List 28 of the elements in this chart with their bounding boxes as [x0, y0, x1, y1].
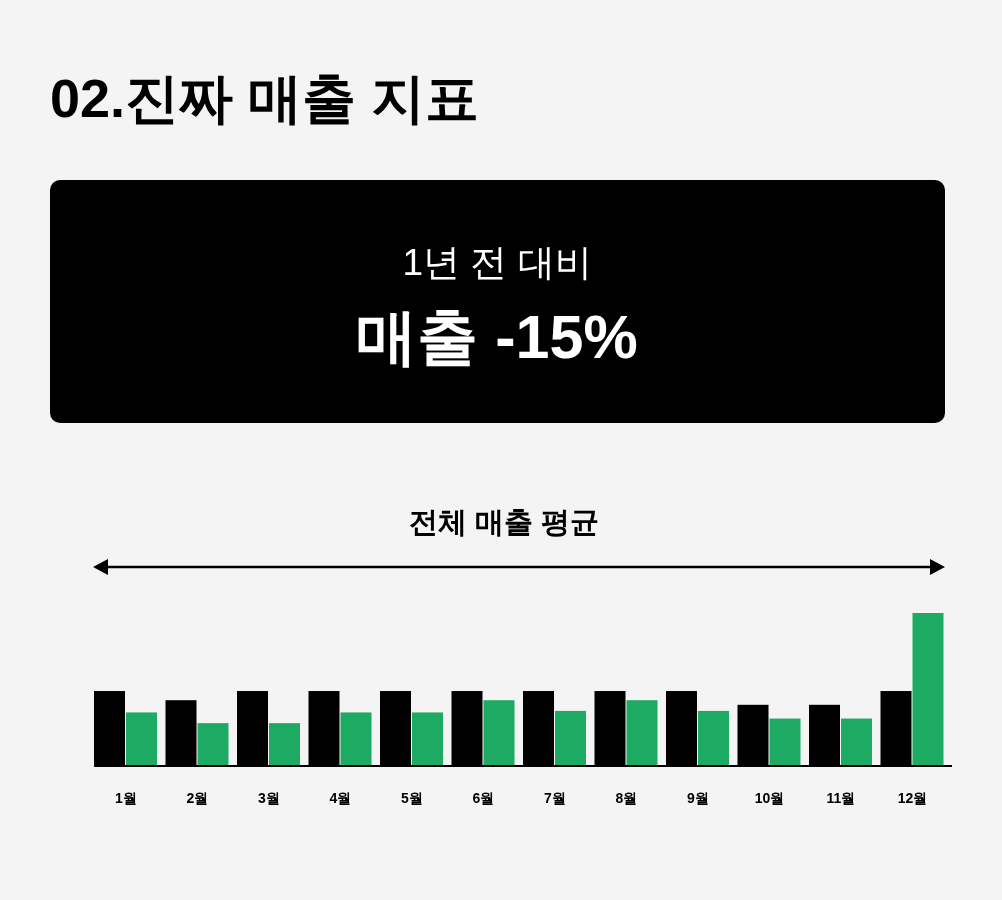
- x-tick-label: 5월: [401, 790, 423, 806]
- x-tick-label: 1월: [115, 790, 137, 806]
- x-tick-label: 12월: [897, 790, 928, 806]
- x-tick-label: 9월: [687, 790, 709, 806]
- x-tick-label: 8월: [615, 790, 638, 806]
- bar: [912, 613, 944, 766]
- x-tick-label: 4월: [329, 790, 352, 806]
- bar: [841, 718, 872, 766]
- bar: [197, 723, 229, 766]
- text: 02.진짜 매출 지표: [50, 68, 480, 128]
- bar: [555, 710, 586, 766]
- bar: [269, 723, 300, 766]
- x-tick-label: 3월: [258, 790, 280, 806]
- bar: [483, 700, 515, 766]
- bar: [340, 712, 372, 766]
- text: 1년 전 대비: [402, 242, 592, 283]
- bar: [626, 700, 658, 766]
- x-tick-label: 10월: [754, 790, 785, 806]
- bar: [126, 712, 157, 766]
- x-tick-label: 6월: [472, 790, 495, 806]
- text: 매출 -15%: [356, 303, 638, 371]
- x-tick-label: 2월: [186, 790, 209, 806]
- bar: [698, 710, 729, 766]
- bar: [769, 718, 801, 766]
- x-tick-label: 7월: [544, 790, 566, 806]
- bar: [412, 712, 443, 766]
- chart-title: 전체 매출 평균: [408, 506, 600, 538]
- x-tick-label: 11월: [826, 790, 856, 806]
